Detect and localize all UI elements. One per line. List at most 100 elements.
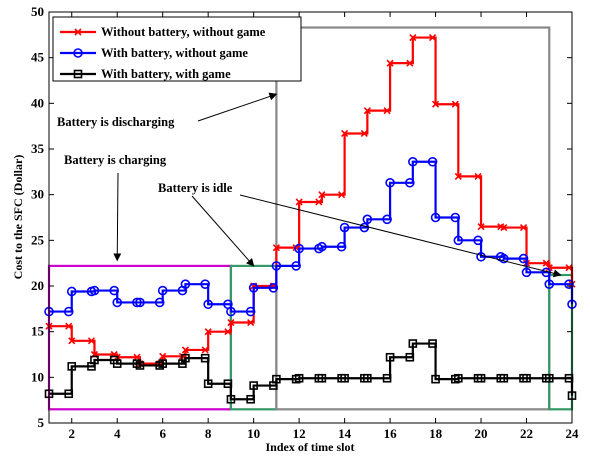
x-tick-label: 18: [429, 426, 443, 441]
data-point: [223, 379, 233, 389]
data-point: [90, 355, 99, 365]
data-point: [226, 394, 236, 404]
y-tick-label: 50: [31, 4, 44, 19]
data-point: [430, 212, 441, 223]
data-point: [154, 297, 165, 308]
data-point: [385, 177, 395, 188]
data-point: [109, 285, 120, 296]
data-point: [518, 253, 529, 264]
data-point: [271, 261, 282, 271]
x-tick-label: 2: [68, 426, 75, 441]
data-point: [74, 28, 82, 36]
data-point: [382, 373, 392, 383]
data-point: [245, 306, 256, 317]
data-point: [201, 346, 209, 354]
data-point: [318, 191, 326, 199]
data-point: [112, 297, 123, 308]
data-point: [65, 322, 73, 330]
data-point: [544, 279, 555, 289]
y-tick-label: 40: [31, 95, 44, 110]
data-point: [317, 241, 327, 252]
data-point: [249, 381, 258, 390]
data-point: [341, 129, 349, 138]
x-tick-label: 10: [247, 426, 260, 441]
data-point: [450, 212, 461, 223]
data-point: [181, 353, 190, 363]
data-point: [360, 129, 368, 138]
y-tick-label: 5: [38, 415, 45, 430]
data-point: [427, 156, 438, 167]
data-point: [476, 373, 486, 383]
plot-frame: [48, 11, 573, 424]
series-line: [49, 160, 574, 313]
data-point: [454, 373, 463, 383]
arrow-idle-right: [239, 194, 562, 278]
data-point: [500, 223, 508, 232]
x-tick-label: 22: [520, 426, 533, 441]
data-point: [428, 34, 437, 42]
data-point: [362, 214, 373, 225]
data-point: [133, 353, 141, 361]
data-point: [340, 373, 349, 383]
data-point: [473, 235, 483, 246]
data-point: [338, 191, 346, 199]
data-point: [158, 359, 167, 368]
data-point: [135, 361, 145, 370]
legend-label: Without battery, without game: [101, 25, 266, 39]
arrow-idle-left: [191, 195, 255, 267]
x-tick-label: 24: [566, 426, 580, 441]
data-point: [519, 223, 528, 232]
data-point: [203, 299, 213, 310]
data-point: [474, 172, 482, 180]
data-point: [66, 286, 77, 297]
data-point: [246, 394, 255, 404]
data-point: [405, 352, 415, 362]
data-point: [294, 373, 304, 383]
data-point: [544, 373, 554, 383]
y-tick-label: 10: [31, 369, 44, 384]
x-tick-label: 8: [205, 426, 212, 441]
data-point: [248, 283, 259, 293]
data-point: [73, 48, 83, 58]
data-point: [67, 362, 77, 371]
y-axis-label: Cost to the SFC (Dollar): [11, 155, 25, 280]
y-tick-label: 25: [31, 232, 45, 247]
data-point: [382, 214, 392, 225]
data-series: [44, 34, 577, 404]
data-point: [476, 251, 486, 262]
arrow-discharging: [197, 92, 278, 122]
data-point: [409, 34, 417, 42]
arrow-charging: [113, 172, 122, 262]
data-point: [268, 283, 279, 293]
annotation-charging: Battery is charging: [64, 153, 167, 167]
data-point: [63, 306, 74, 317]
data-point: [64, 389, 74, 399]
data-point: [498, 253, 509, 264]
data-point: [200, 353, 210, 363]
data-point: [315, 198, 323, 206]
data-point: [68, 337, 76, 345]
data-point: [336, 241, 347, 252]
y-tick-label: 20: [31, 278, 44, 293]
x-tick-label: 4: [114, 426, 121, 441]
data-point: [408, 339, 418, 348]
data-point: [247, 318, 255, 327]
data-point: [363, 107, 371, 115]
annotation-discharging: Battery is discharging: [57, 115, 175, 129]
data-point: [227, 318, 235, 327]
data-point: [132, 297, 142, 308]
data-point: [406, 59, 414, 67]
data-point: [522, 373, 531, 383]
data-point: [135, 297, 145, 308]
data-point: [112, 359, 122, 368]
series-3: [44, 339, 577, 404]
data-point: [159, 352, 167, 360]
x-tick-label: 14: [338, 426, 352, 441]
data-point: [200, 279, 210, 289]
annotations: Battery is discharging Battery is chargi…: [57, 92, 562, 278]
data-point: [291, 261, 301, 271]
y-tick-label: 15: [31, 324, 45, 339]
data-point: [224, 328, 232, 336]
data-point: [545, 264, 553, 272]
